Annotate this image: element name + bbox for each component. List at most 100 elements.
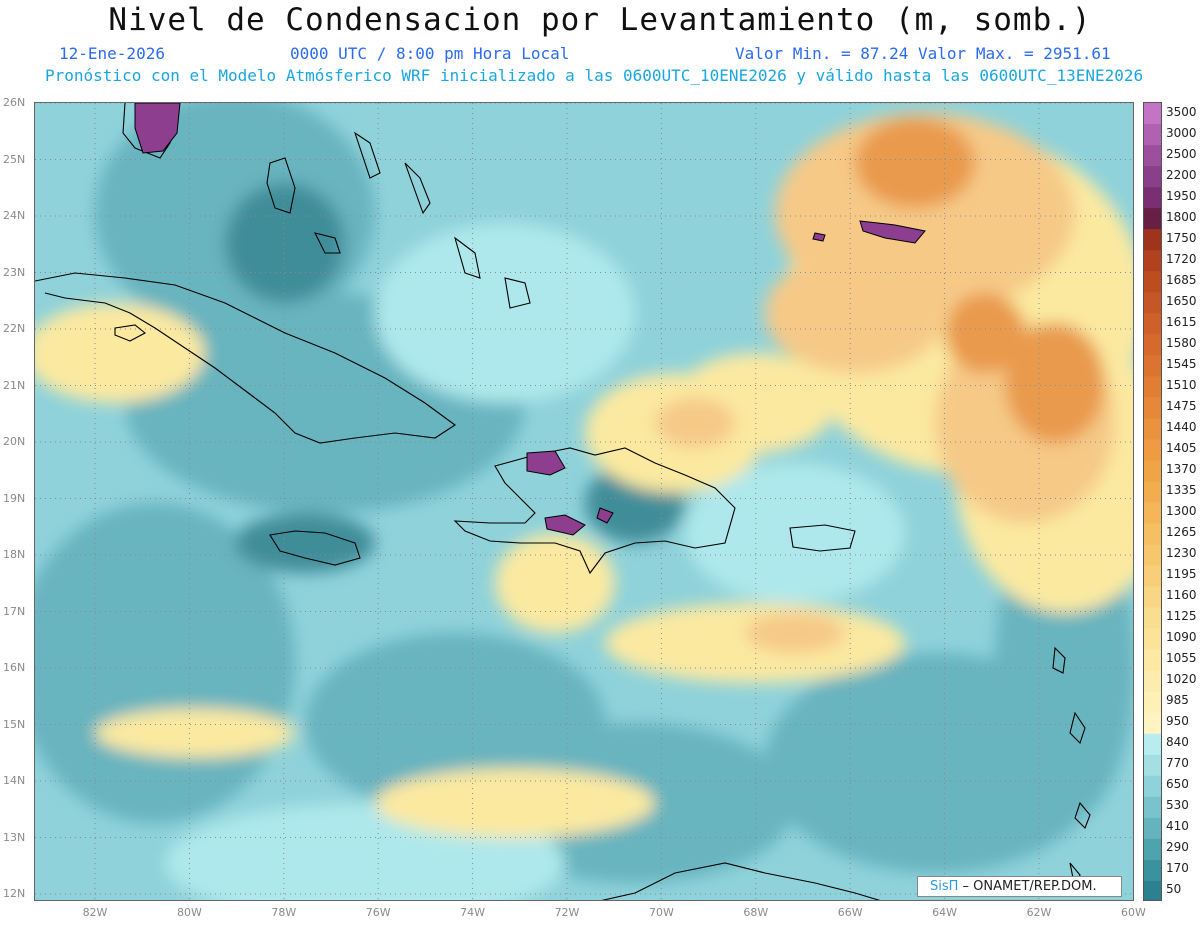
min-max-values: Valor Min. = 87.24 Valor Max. = 2951.61	[735, 44, 1111, 63]
scale-label: 3500	[1166, 104, 1197, 119]
field-region	[225, 183, 345, 303]
forecast-date: 12-Ene-2026	[59, 44, 165, 63]
scale-segment	[1144, 460, 1161, 482]
scale-label: 1265	[1166, 525, 1197, 540]
scale-label: 1300	[1166, 504, 1197, 518]
lat-label: 16N	[3, 661, 26, 674]
lcl-shaded-field	[35, 103, 1133, 900]
scale-segment	[1144, 397, 1161, 419]
field-region	[495, 533, 615, 633]
lon-label: 66W	[837, 906, 863, 919]
lat-label: 12N	[3, 887, 26, 900]
scale-segment	[1144, 649, 1161, 672]
model-subtitle: Pronóstico con el Modelo Atmósferico WRF…	[45, 66, 1144, 85]
scale-segment	[1144, 817, 1161, 840]
scale-label: 770	[1166, 756, 1189, 771]
scale-label: 1800	[1166, 209, 1197, 224]
lon-label: 74W	[460, 906, 486, 919]
lat-label: 19N	[3, 491, 26, 505]
coastline	[313, 232, 341, 254]
lat-label: 13N	[3, 830, 26, 844]
lat-label: 22N	[3, 322, 26, 335]
scale-segment	[1144, 754, 1161, 777]
field-region	[375, 768, 655, 838]
lat-lon-grid	[35, 103, 1133, 900]
scale-segment	[1144, 880, 1161, 900]
scale-segment	[1144, 103, 1161, 125]
scale-segment	[1144, 271, 1161, 293]
lat-label: 20N	[3, 435, 26, 448]
coastline	[114, 324, 146, 342]
scale-label: 1750	[1166, 230, 1197, 245]
lat-label: 26N	[3, 96, 26, 109]
high-lcl-area	[859, 220, 926, 244]
scale-segment	[1144, 586, 1161, 609]
field-region	[745, 613, 845, 653]
scale-segment	[1144, 691, 1161, 714]
field-region	[945, 293, 1025, 373]
field-region	[35, 303, 205, 403]
field-region	[95, 708, 295, 758]
scale-segment	[1144, 334, 1161, 356]
scale-segment	[1144, 775, 1161, 798]
lon-label: 68W	[743, 906, 769, 919]
scale-label: 1510	[1166, 377, 1197, 392]
coastline	[504, 277, 531, 309]
high-lcl-area	[526, 450, 566, 476]
scale-label: 840	[1166, 735, 1189, 750]
coastline	[1074, 801, 1091, 829]
high-lcl-area	[596, 507, 614, 524]
coastline	[453, 447, 736, 575]
forecast-time: 0000 UTC / 8:00 pm Hora Local	[290, 44, 570, 63]
scale-segment	[1144, 523, 1161, 546]
scale-label: 650	[1166, 777, 1189, 792]
lat-label: 24N	[3, 209, 26, 222]
coastline	[1069, 711, 1086, 745]
lon-label: 78W	[271, 906, 297, 919]
scale-segment	[1144, 712, 1161, 735]
lat-label: 25N	[3, 152, 26, 166]
lat-label: 23N	[3, 265, 26, 279]
scale-label: 1685	[1166, 272, 1197, 287]
scale-label: 1230	[1166, 546, 1197, 561]
scale-label: 1720	[1166, 251, 1197, 266]
credit-text: – ONAMET/REP.DOM.	[958, 879, 1097, 894]
lon-label: 76W	[365, 906, 391, 919]
coastline	[35, 272, 456, 444]
scale-segment	[1144, 565, 1161, 588]
chart-title: Nivel de Condensacion por Levantamiento …	[108, 2, 1092, 38]
lon-label: 60W	[1120, 906, 1146, 919]
scale-label: 1370	[1166, 461, 1197, 476]
coastline	[353, 131, 381, 179]
scale-label: 1580	[1166, 335, 1197, 350]
field-region	[855, 118, 975, 208]
coastline	[266, 157, 296, 214]
lat-label: 18N	[3, 548, 26, 561]
scale-label: 410	[1166, 819, 1189, 834]
scale-segment	[1144, 313, 1161, 335]
field-region	[1005, 323, 1105, 443]
lcl-field-map	[35, 103, 1133, 900]
lon-label: 72W	[554, 906, 580, 919]
high-lcl-area	[134, 103, 181, 154]
scale-segment	[1144, 733, 1161, 756]
scale-label: 1440	[1166, 419, 1197, 434]
field-region	[765, 253, 945, 373]
field-region	[235, 513, 375, 573]
scale-label: 1195	[1166, 567, 1197, 582]
coastline	[454, 236, 481, 279]
scale-label: 1950	[1166, 188, 1197, 203]
coastline	[789, 524, 856, 552]
lat-label: 17N	[3, 604, 26, 618]
scale-segment	[1144, 544, 1161, 567]
coastline	[269, 530, 361, 566]
scale-segment	[1144, 670, 1161, 693]
scale-segment	[1144, 376, 1161, 398]
scale-segment	[1144, 607, 1161, 630]
scale-label: 3000	[1166, 125, 1197, 140]
coastline	[601, 862, 881, 900]
scale-label: 1125	[1166, 609, 1197, 624]
scale-segment	[1144, 124, 1161, 146]
max-lcl-areas	[134, 103, 926, 536]
scale-segment	[1144, 208, 1161, 230]
